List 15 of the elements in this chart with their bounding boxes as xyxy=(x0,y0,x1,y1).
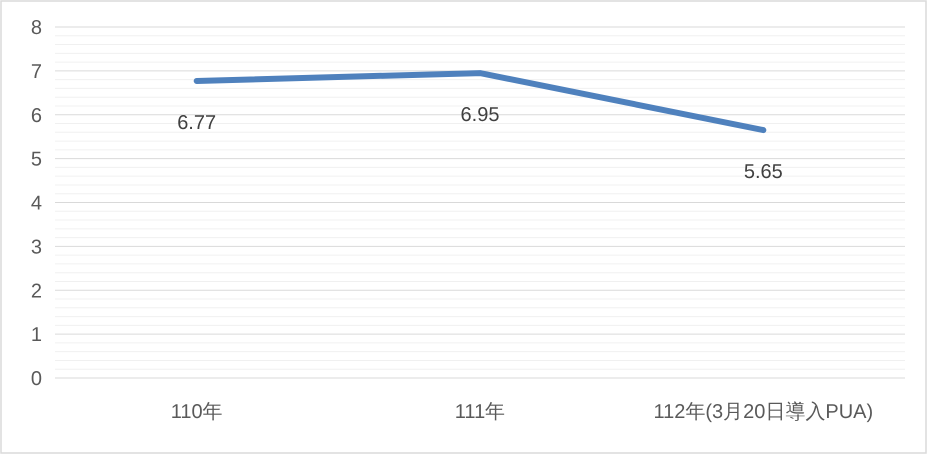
x-tick-label: 111年 xyxy=(454,401,506,423)
data-label: 5.65 xyxy=(744,161,783,184)
x-tick-label: 112年(3月20日導入PUA) xyxy=(653,401,874,423)
y-tick-label: 6 xyxy=(30,104,42,127)
x-tick-label: 110年 xyxy=(170,401,223,423)
y-tick-label: 5 xyxy=(30,148,42,171)
y-tick-label: 0 xyxy=(30,368,42,390)
data-label: 6.95 xyxy=(460,104,500,126)
y-tick-label: 4 xyxy=(30,192,42,214)
y-tick-label: 3 xyxy=(30,236,42,258)
y-tick-label: 7 xyxy=(30,60,42,83)
y-tick-label: 8 xyxy=(30,17,42,39)
data-label: 6.77 xyxy=(177,112,216,134)
y-tick-label: 2 xyxy=(30,280,42,302)
y-tick-label: 1 xyxy=(30,324,42,346)
